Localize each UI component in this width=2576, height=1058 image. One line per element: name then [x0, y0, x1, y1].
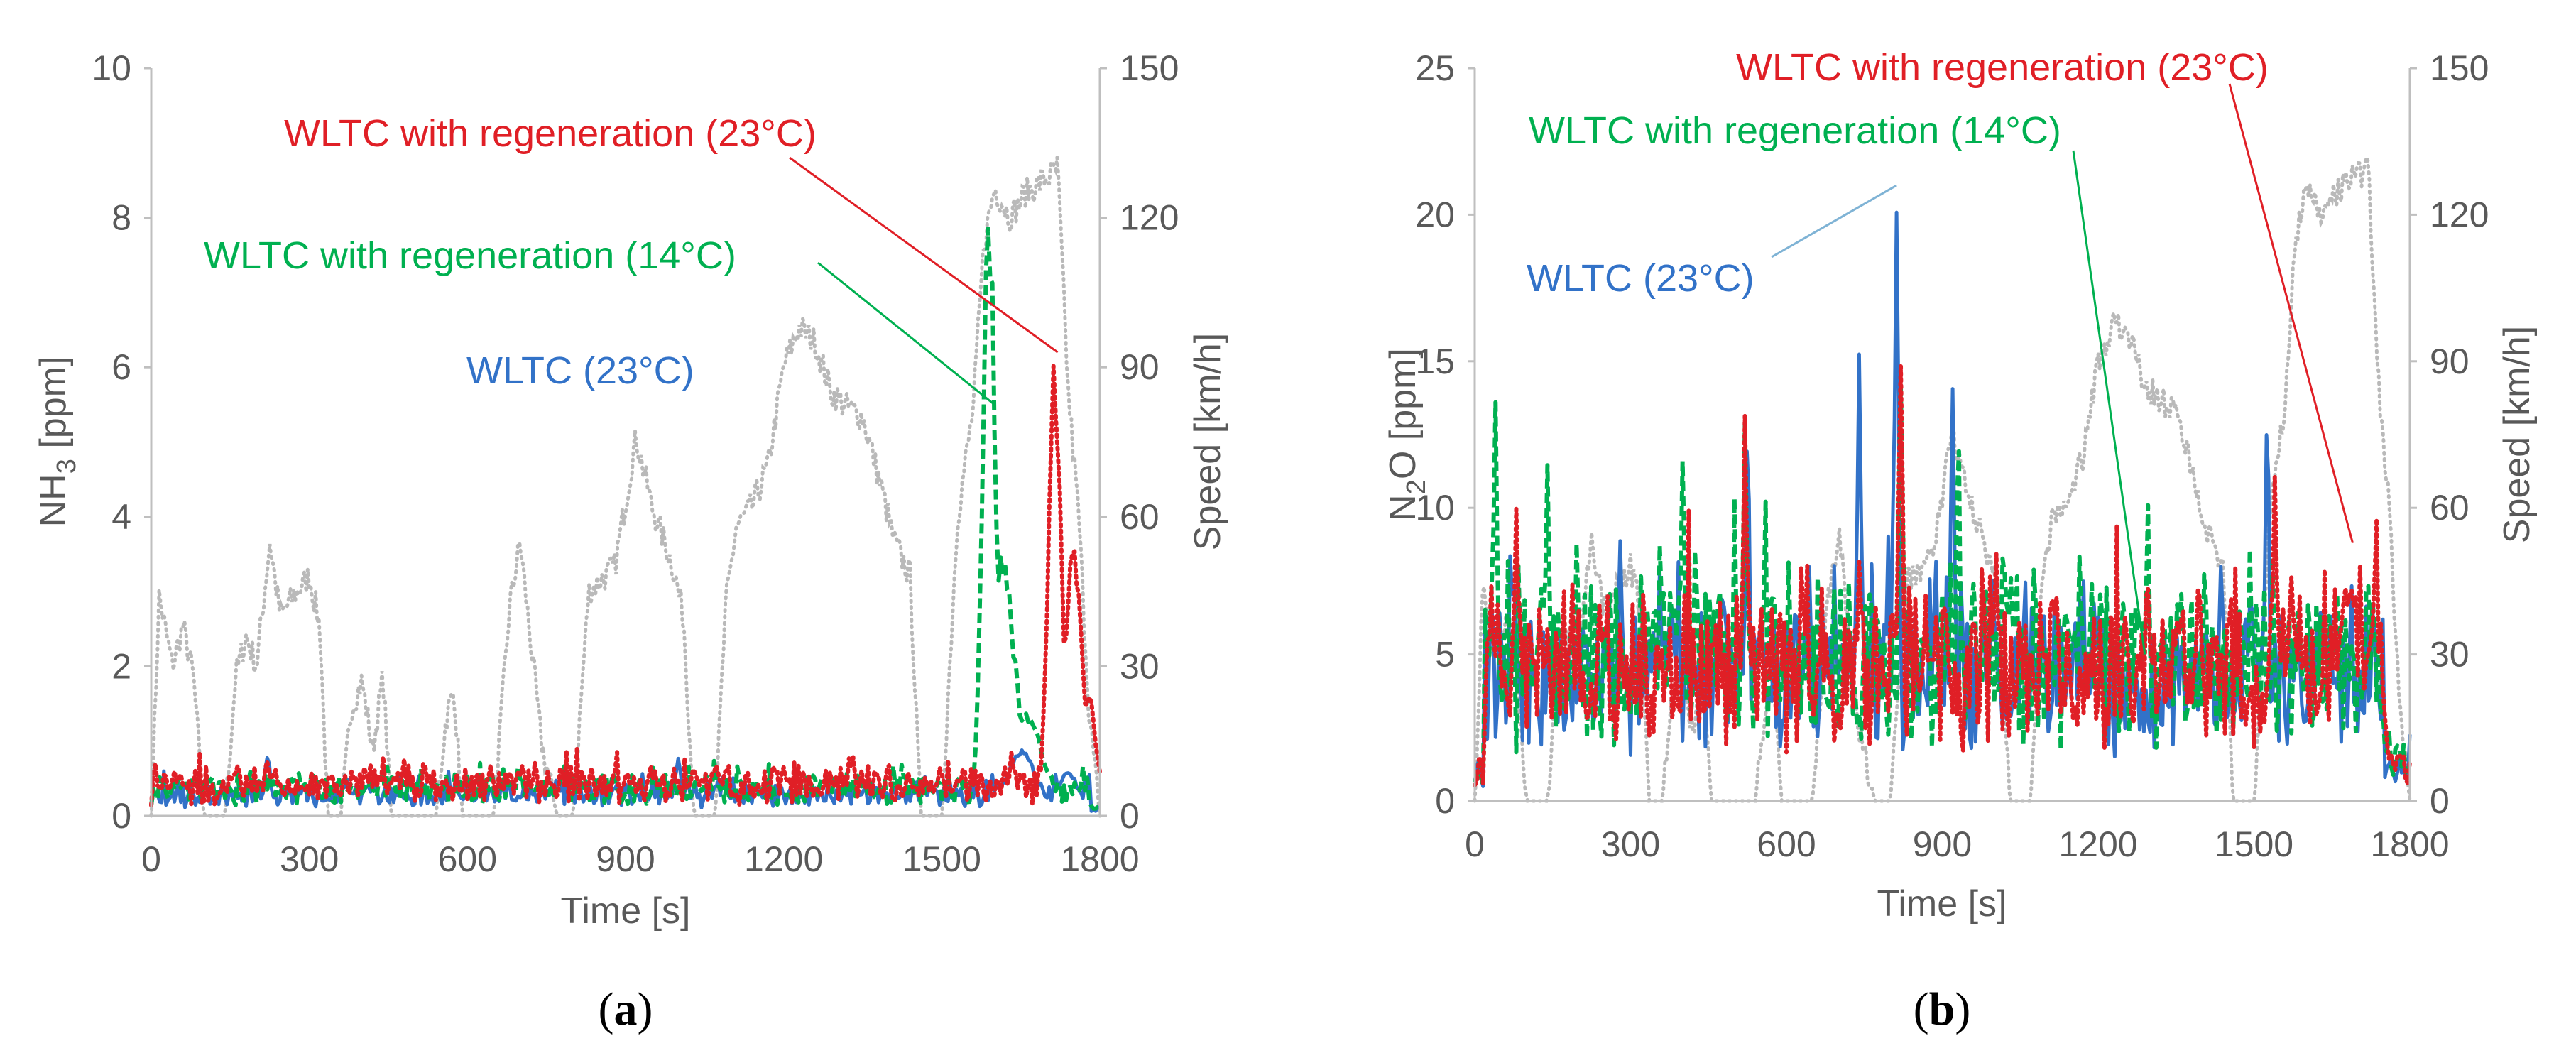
y-tick-label: 0	[111, 796, 131, 836]
y-axis-label: N2O [ppm]	[1382, 348, 1431, 521]
x-tick-label: 900	[596, 839, 655, 879]
emission-series-a	[149, 227, 1102, 813]
annotation-green: WLTC with regeneration (14°C)	[204, 234, 736, 277]
annotation-blue: WLTC (23°C)	[1527, 257, 1754, 300]
annotation-leader-green	[817, 261, 995, 405]
y2-axis-label: Speed [km/h]	[2496, 326, 2538, 543]
x-tick-label: 300	[280, 839, 339, 879]
x-tick-label: 1500	[902, 839, 981, 879]
y2-tick-label: 30	[2430, 635, 2469, 675]
y-tick-label: 25	[1415, 48, 1455, 88]
series-line-red	[149, 364, 1102, 808]
y-axis-label: NH3 [ppm]	[33, 356, 82, 528]
y-tick-label: 10	[92, 48, 131, 88]
x-axis-label: Time [s]	[1877, 883, 2007, 925]
series-line-red	[1473, 364, 2412, 787]
y2-tick-label: 60	[2430, 488, 2469, 528]
y2-tick-label: 90	[1120, 347, 1159, 387]
y-tick-label: 5	[1435, 635, 1455, 675]
panel-caption-a: (a)	[599, 983, 653, 1035]
ticks-a: 0 300 600 900 1200 1500 1800024681003060901201…	[92, 48, 1179, 879]
x-tick-label: 0	[1465, 824, 1485, 864]
y-tick-label: 20	[1415, 195, 1455, 234]
x-tick-label: 600	[438, 839, 497, 879]
x-tick-label: 300	[1601, 824, 1660, 864]
y2-tick-label: 0	[1120, 796, 1140, 836]
panel-caption-b: (b)	[1914, 983, 1971, 1035]
y2-tick-label: 60	[1120, 497, 1159, 537]
x-tick-label: 1800	[1060, 839, 1139, 879]
annotation-green: WLTC with regeneration (14°C)	[1529, 109, 2061, 152]
y2-tick-label: 30	[1120, 646, 1159, 686]
x-tick-label: 1200	[744, 839, 823, 879]
y-tick-label: 15	[1415, 342, 1455, 381]
x-tick-label: 0	[141, 839, 161, 879]
annotation-red: WLTC with regeneration (23°C)	[1736, 46, 2269, 89]
y2-tick-label: 120	[1120, 198, 1179, 238]
annotation-leader-red	[789, 156, 1059, 354]
y-tick-label: 0	[1435, 781, 1455, 821]
chart-panel-a: 0 300 600 900 1200 1500 1800024681003060901201…	[33, 48, 1228, 1035]
annotation-leader-red	[2228, 83, 2354, 544]
x-tick-label: 1500	[2215, 824, 2293, 864]
y-tick-label: 6	[111, 347, 131, 387]
y2-tick-label: 150	[2430, 48, 2489, 88]
annotation-blue: WLTC (23°C)	[466, 349, 694, 392]
x-tick-label: 1200	[2058, 824, 2137, 864]
annotation-red: WLTC with regeneration (23°C)	[284, 112, 817, 155]
x-tick-label: 900	[1913, 824, 1972, 864]
x-tick-label: 600	[1757, 824, 1816, 864]
annotation-leader-blue	[1771, 184, 1897, 258]
chart-panel-b: 0 300 600 900 1200 1500 1800051015202503060901…	[1382, 46, 2538, 1035]
emission-series-b	[1473, 210, 2412, 788]
x-tick-label: 1800	[2370, 824, 2449, 864]
y2-axis-label: Speed [km/h]	[1187, 333, 1228, 550]
y-tick-label: 8	[111, 198, 131, 238]
y2-tick-label: 120	[2430, 195, 2489, 234]
y-tick-label: 4	[111, 497, 131, 537]
y-tick-label: 2	[111, 646, 131, 686]
y2-tick-label: 90	[2430, 342, 2469, 381]
y-tick-label: 10	[1415, 488, 1455, 528]
ticks-b: 0 300 600 900 1200 1500 1800051015202503060901…	[1415, 48, 2489, 864]
x-axis-label: Time [s]	[561, 890, 691, 932]
y2-tick-label: 0	[2430, 781, 2450, 821]
annotation-leader-green	[2072, 150, 2146, 655]
y2-tick-label: 150	[1120, 48, 1179, 88]
